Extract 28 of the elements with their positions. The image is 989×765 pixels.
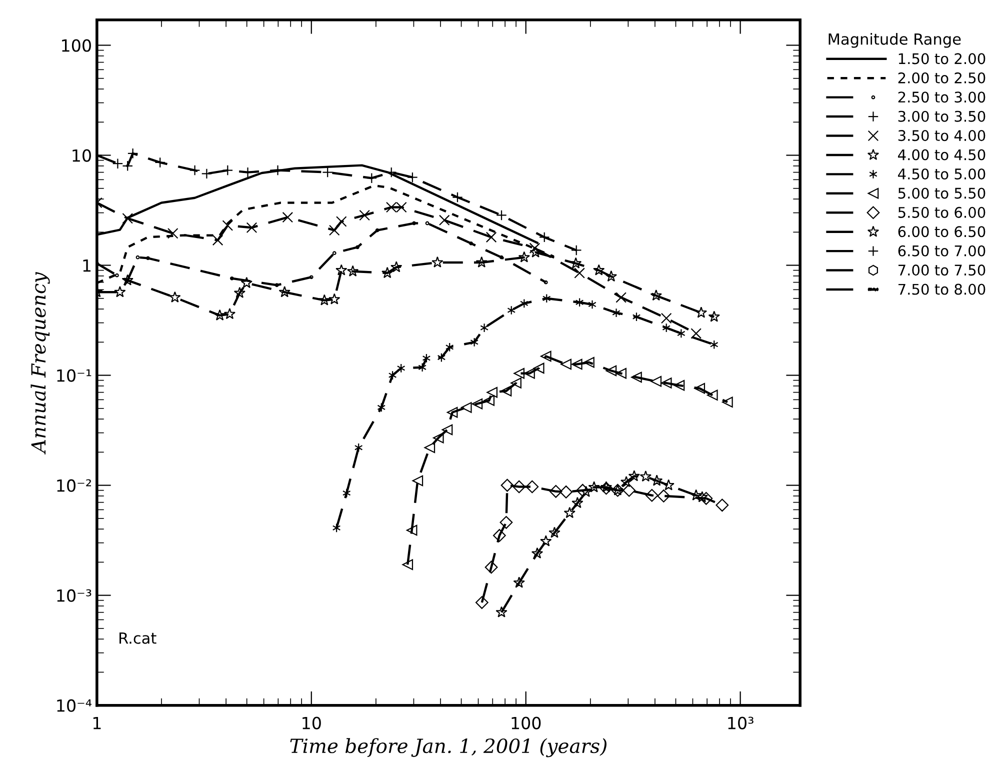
y-tick-label: 10 (72, 149, 91, 162)
y-tick-label: 1 (83, 259, 91, 272)
legend-label: 1.50 to 2.00 (898, 53, 986, 64)
x-tick-label: 1 (93, 716, 101, 730)
legend-label: 4.00 to 4.50 (898, 149, 986, 160)
legend-label: 7.50 to 8.00 (898, 284, 986, 295)
x-tick-label: 10³ (728, 716, 754, 730)
legend-label: 5.00 to 5.50 (898, 188, 986, 199)
legend-label: 6.00 to 6.50 (898, 226, 986, 238)
legend-label: 6.50 to 7.00 (898, 245, 986, 256)
legend-label: 3.50 to 4.00 (898, 130, 986, 142)
legend-label: 2.50 to 3.00 (898, 92, 986, 103)
x-tick-label: 10 (302, 716, 321, 730)
y-tick-label: 10⁻¹ (57, 369, 92, 382)
legend-label: 5.50 to 6.00 (898, 206, 986, 218)
y-tick-label: 10⁻² (57, 479, 92, 492)
x-tick-label: 100 (512, 716, 541, 730)
annotation: R.cat (120, 632, 156, 644)
legend-label: 4.50 to 5.00 (898, 168, 986, 180)
y-axis-title: Annual Frequency (30, 272, 50, 454)
y-tick-label: 10⁻³ (57, 589, 92, 602)
legend-label: 7.00 to 7.50 (898, 264, 986, 276)
legend-label: 2.00 to 2.50 (898, 72, 986, 84)
legend-label: 3.00 to 3.50 (898, 110, 986, 122)
x-axis-title: Time before Jan. 1, 2001 (years) (290, 738, 606, 758)
legend-title: Magnitude Range (828, 33, 961, 48)
y-tick-label: 10⁻⁴ (57, 699, 92, 712)
y-tick-label: 100 (62, 39, 91, 52)
